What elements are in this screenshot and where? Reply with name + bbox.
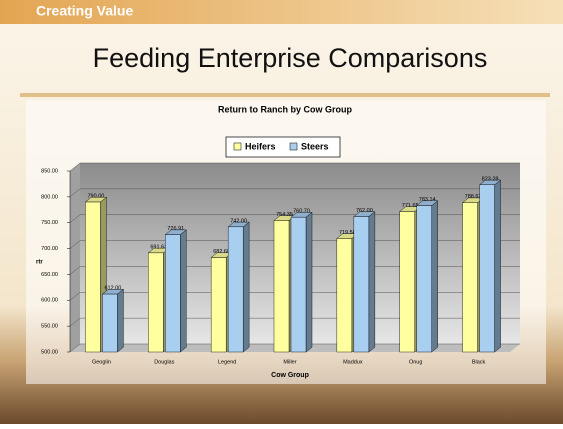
- bar-front: [463, 203, 478, 352]
- bar-front: [417, 206, 432, 352]
- value-label: 682.60: [213, 249, 230, 255]
- value-label: 823.28: [482, 176, 499, 182]
- bar: [417, 201, 438, 352]
- divider: [20, 93, 550, 97]
- bar-side: [243, 222, 249, 352]
- bar: [102, 289, 123, 352]
- y-tick-label: 650.00: [41, 272, 58, 278]
- value-label: 762.00: [356, 208, 373, 214]
- x-tick-label: Douglas: [154, 359, 174, 365]
- bar: [228, 222, 249, 352]
- x-tick-label: Miller: [283, 359, 296, 365]
- chart-title: Return to Ranch by Cow Group: [218, 104, 353, 114]
- y-tick-label: 750.00: [41, 220, 58, 226]
- bar-side: [495, 180, 501, 352]
- bar: [480, 180, 501, 352]
- y-tick-label: 700.00: [41, 246, 58, 252]
- side-wall: [70, 163, 80, 352]
- bar-side: [117, 289, 123, 352]
- bar-front: [228, 227, 243, 352]
- slide: Creating Value Feeding Enterprise Compar…: [0, 0, 563, 424]
- legend-swatch: [290, 143, 297, 150]
- x-tick-label: Geoglin: [92, 359, 111, 365]
- legend-swatch: [234, 143, 241, 150]
- bar-front: [102, 294, 117, 352]
- page: Creating Value Feeding Enterprise Compar…: [0, 0, 563, 424]
- value-label: 742.00: [230, 218, 247, 224]
- y-tick-label: 550.00: [41, 324, 58, 330]
- value-label: 760.70: [293, 209, 310, 215]
- x-tick-label: Black: [472, 359, 486, 365]
- bar: [291, 212, 312, 352]
- value-label: 612.00: [105, 286, 122, 292]
- value-label: 754.35: [276, 212, 293, 218]
- value-label: 771.65: [402, 203, 419, 209]
- bar-front: [400, 212, 415, 352]
- bar-front: [148, 253, 163, 352]
- bar-side: [306, 212, 312, 352]
- value-label: 788.62: [465, 194, 482, 200]
- y-tick-label: 600.00: [41, 298, 58, 304]
- value-label: 790.00: [88, 193, 105, 199]
- y-tick-label: 800.00: [41, 194, 58, 200]
- bar-front: [337, 238, 352, 352]
- value-label: 691.63: [150, 244, 167, 250]
- x-tick-label: Maddux: [343, 359, 363, 365]
- bar: [354, 212, 375, 352]
- legend-label: Heifers: [245, 141, 276, 151]
- value-label: 726.91: [167, 226, 184, 232]
- y-axis-label: rtr: [36, 260, 43, 266]
- header-tag: Creating Value: [36, 3, 133, 19]
- bar-side: [369, 212, 375, 352]
- bar-front: [165, 235, 180, 352]
- bar-front: [274, 220, 289, 352]
- value-label: 783.14: [419, 197, 436, 203]
- bar: [165, 230, 186, 352]
- bar-front: [354, 217, 369, 352]
- x-tick-label: Onug: [409, 359, 422, 365]
- legend-label: Steers: [301, 141, 329, 151]
- bar-side: [432, 201, 438, 352]
- value-label: 719.58: [339, 230, 356, 236]
- bar-front: [480, 185, 495, 352]
- bar-front: [85, 202, 100, 352]
- x-tick-label: Legend: [218, 359, 236, 365]
- y-tick-label: 850.00: [41, 168, 58, 174]
- bar-front: [211, 258, 226, 352]
- y-tick-label: 500.00: [41, 349, 58, 355]
- bar-side: [180, 230, 186, 352]
- x-axis-label: Cow Group: [271, 372, 309, 379]
- legend: Heifers Steers: [226, 137, 340, 157]
- bar-front: [291, 217, 306, 352]
- slide-title: Feeding Enterprise Comparisons: [93, 43, 488, 73]
